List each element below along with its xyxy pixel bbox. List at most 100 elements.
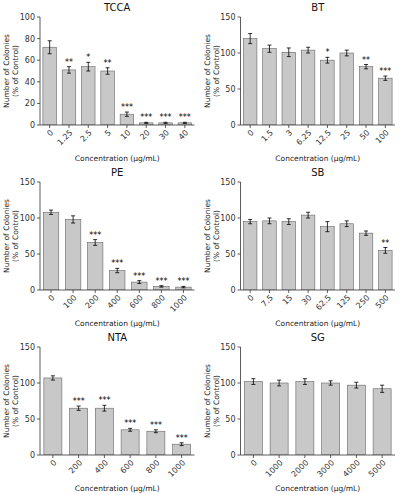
y-tick-label: 0 bbox=[230, 286, 235, 295]
x-tick-label: 5000 bbox=[367, 458, 388, 479]
y-tick-label: 0 bbox=[30, 286, 35, 295]
bar bbox=[62, 70, 76, 125]
significance-marker: *** bbox=[89, 231, 101, 240]
x-tick bbox=[183, 290, 184, 293]
error-bar bbox=[287, 48, 291, 57]
x-tick bbox=[250, 125, 251, 128]
x-tick bbox=[308, 290, 309, 293]
bar bbox=[70, 408, 88, 455]
x-axis-label: Concentration (μg/mL) bbox=[275, 484, 360, 493]
x-tick-label: 0 bbox=[48, 458, 58, 468]
error-bar bbox=[345, 221, 349, 227]
x-tick bbox=[288, 290, 289, 293]
bar bbox=[296, 382, 314, 455]
error-bar bbox=[329, 381, 333, 385]
x-tick-label: 2000 bbox=[290, 458, 311, 479]
bar bbox=[301, 215, 315, 290]
error-bar bbox=[354, 382, 358, 388]
x-tick-label: 0 bbox=[45, 128, 55, 138]
y-tick bbox=[238, 455, 241, 456]
x-tick-label: 400 bbox=[106, 293, 123, 310]
y-axis-label: Number of Colonies(% of Control) bbox=[203, 34, 221, 108]
panel-title: SB bbox=[311, 167, 324, 178]
y-axis-line bbox=[240, 17, 241, 125]
y-axis-line bbox=[240, 347, 241, 455]
bar bbox=[282, 52, 296, 125]
significance-marker: *** bbox=[133, 272, 145, 281]
error-bar bbox=[383, 76, 387, 80]
marks bbox=[44, 376, 191, 455]
panel: ***************0501001500200400600800100… bbox=[2, 332, 195, 493]
marks bbox=[43, 41, 192, 125]
y-axis-label-line: Number of Colonies bbox=[2, 199, 11, 273]
x-tick bbox=[253, 455, 254, 458]
y-tick-label: 0 bbox=[30, 451, 35, 460]
y-axis-label-line: (% of Control) bbox=[212, 45, 221, 97]
y-tick-label: 150 bbox=[220, 343, 235, 352]
x-tick-label: 1.5 bbox=[260, 128, 275, 143]
y-axis-label-line: (% of Control) bbox=[11, 210, 20, 262]
x-tick bbox=[146, 125, 147, 128]
y-tick-label: 100 bbox=[20, 214, 35, 223]
error-bar bbox=[287, 219, 291, 225]
error-bar bbox=[102, 405, 106, 411]
bar bbox=[379, 250, 393, 290]
x-tick bbox=[155, 455, 156, 458]
x-tick bbox=[181, 455, 182, 458]
x-tick-label: 200 bbox=[84, 293, 101, 310]
y-tick-label: 60 bbox=[25, 56, 35, 65]
x-tick bbox=[269, 290, 270, 293]
y-axis-line bbox=[40, 17, 41, 125]
panel-title: PE bbox=[111, 167, 123, 178]
significance-marker: *** bbox=[121, 103, 133, 112]
panel: 050100150010002000300040005000SGConcentr… bbox=[203, 332, 396, 493]
bar bbox=[322, 383, 340, 455]
error-bar bbox=[277, 380, 281, 386]
significance-marker: * bbox=[86, 53, 90, 62]
y-tick bbox=[37, 17, 40, 18]
x-tick bbox=[304, 455, 305, 458]
x-tick-label: 6.25 bbox=[295, 128, 314, 147]
panel-title: NTA bbox=[107, 332, 127, 343]
error-bar bbox=[86, 62, 90, 71]
x-tick-label: 0 bbox=[249, 458, 259, 468]
panel: ***************0501001500100200400600800… bbox=[2, 167, 195, 328]
x-tick-label: 600 bbox=[118, 458, 135, 475]
y-tick-label: 150 bbox=[20, 343, 35, 352]
x-tick bbox=[346, 125, 347, 128]
significance-marker: *** bbox=[150, 421, 162, 430]
error-bar bbox=[183, 122, 187, 123]
panel-title: SG bbox=[311, 332, 325, 343]
error-bar bbox=[383, 248, 387, 254]
y-tick bbox=[238, 17, 241, 18]
error-bar bbox=[303, 379, 307, 385]
significance-marker: *** bbox=[155, 277, 167, 286]
y-tick-label: 50 bbox=[25, 250, 35, 259]
error-bar bbox=[325, 57, 329, 63]
bar bbox=[270, 383, 288, 455]
error-bar bbox=[248, 34, 252, 44]
x-axis-label: Concentration (μg/mL) bbox=[75, 154, 160, 163]
x-tick bbox=[184, 125, 185, 128]
bar bbox=[65, 219, 80, 290]
y-tick bbox=[37, 455, 40, 456]
y-tick bbox=[238, 383, 241, 384]
y-tick-label: 20 bbox=[25, 99, 35, 108]
x-tick bbox=[161, 290, 162, 293]
y-tick-label: 150 bbox=[20, 178, 35, 187]
significance-marker: * bbox=[325, 48, 329, 57]
bar bbox=[101, 71, 115, 125]
y-axis-label-line: Number of Colonies bbox=[203, 34, 212, 108]
bar bbox=[95, 408, 113, 455]
marks bbox=[43, 210, 191, 290]
y-axis-line bbox=[40, 182, 41, 290]
y-tick-label: 0 bbox=[230, 121, 235, 130]
bar bbox=[359, 67, 373, 125]
bar bbox=[359, 233, 373, 290]
y-tick-label: 100 bbox=[20, 13, 35, 22]
x-tick bbox=[52, 455, 53, 458]
bar bbox=[282, 222, 296, 290]
y-tick bbox=[238, 89, 241, 90]
marks bbox=[244, 379, 391, 455]
y-tick-label: 100 bbox=[220, 379, 235, 388]
